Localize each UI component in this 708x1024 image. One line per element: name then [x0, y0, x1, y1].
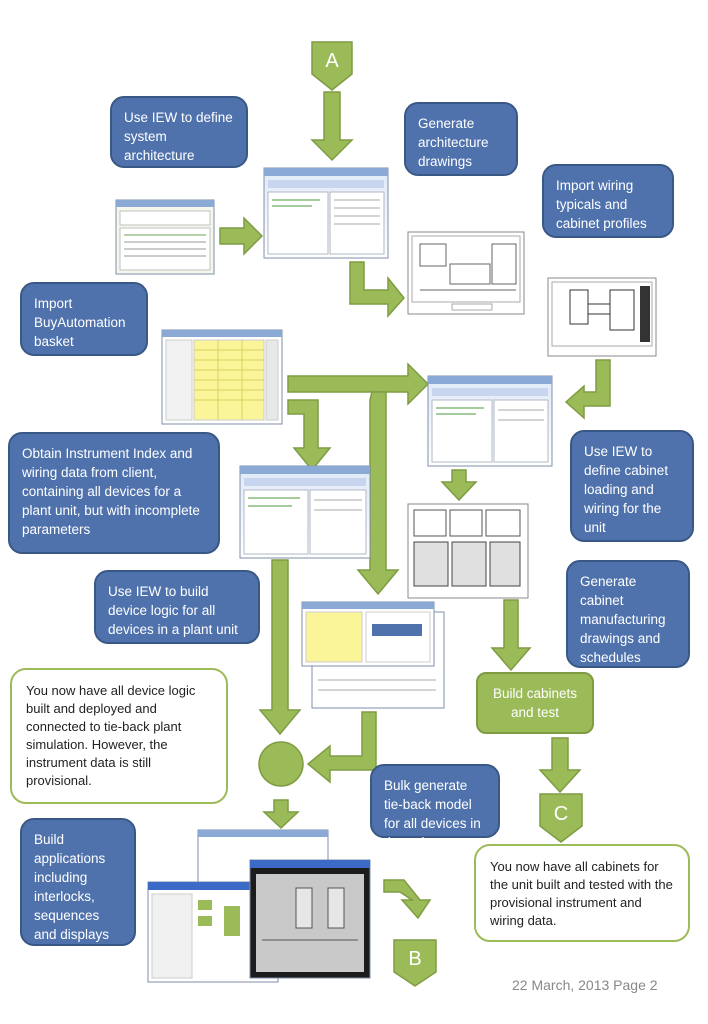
arrow-apps-to-b [383, 879, 432, 920]
basket-screenshot [115, 199, 215, 275]
arrow-branch-down-bulk [356, 391, 400, 596]
connector-c: C [553, 803, 569, 825]
build-cabinets-box: Build cabinets and test [476, 672, 594, 734]
arrow-build-down-c [538, 737, 582, 794]
arrow-index-right [287, 362, 430, 406]
iew-device-logic-screenshot [239, 465, 371, 559]
arrow-bulk-to-circle [306, 711, 377, 784]
arrows [219, 91, 611, 920]
connector-a: A [325, 50, 339, 72]
iew-architecture-screenshot [263, 167, 389, 259]
cabinet-drawings-thumbnail [407, 503, 529, 599]
connector-a-shape [311, 41, 353, 91]
applications-screenshots [147, 829, 371, 983]
merge-circle [258, 741, 304, 787]
connector-b-shape [393, 939, 437, 987]
note-device-logic-done: You now have all device logic built and … [10, 668, 228, 804]
connector-c-shape [539, 793, 583, 843]
callout-import-basket: Import BuyAutomation basket [20, 282, 148, 356]
callout-import-wiring: Import wiring typicals and cabinet profi… [542, 164, 674, 238]
callout-device-logic: Use IEW to build device logic for all de… [94, 570, 260, 644]
callout-obtain-index: Obtain Instrument Index and wiring data … [8, 432, 220, 554]
iew-cabinet-screenshot [427, 375, 553, 467]
note-cabinets-done: You now have all cabinets for the unit b… [474, 844, 690, 942]
page-footer: 22 March, 2013 Page 2 [512, 977, 658, 993]
arrow-to-build-cabinets [490, 599, 532, 672]
connector-b: B [408, 948, 422, 970]
arrow-cabinet-down [440, 469, 478, 502]
callout-generate-drawings: Generate architecture drawings [404, 102, 518, 176]
callout-define-architecture: Use IEW to define system architecture [110, 96, 248, 168]
callout-bulk-generate: Bulk generate tie-back model for all dev… [370, 764, 500, 850]
callout-cabinet-loading: Use IEW to define cabinet loading and wi… [570, 430, 694, 542]
arrow-basket-right [219, 216, 264, 256]
callout-build-applications: Build applications including interlocks,… [20, 818, 136, 946]
bulk-generate-screenshot [301, 601, 445, 709]
instrument-index-screenshot [161, 329, 283, 425]
callout-cabinet-drawings: Generate cabinet manufacturing drawings … [566, 560, 690, 668]
arrow-logic-down-circle [258, 559, 302, 736]
arrow-circle-down [262, 799, 300, 830]
arrow-a-down [310, 91, 354, 162]
arrow-wiring-to-cabinet [564, 359, 611, 420]
wiring-typicals-thumbnail [547, 277, 657, 357]
architecture-drawing-thumbnail [407, 231, 525, 315]
arrow-to-architecture-drawings [349, 261, 405, 318]
arrow-index-down-logic [287, 399, 332, 472]
